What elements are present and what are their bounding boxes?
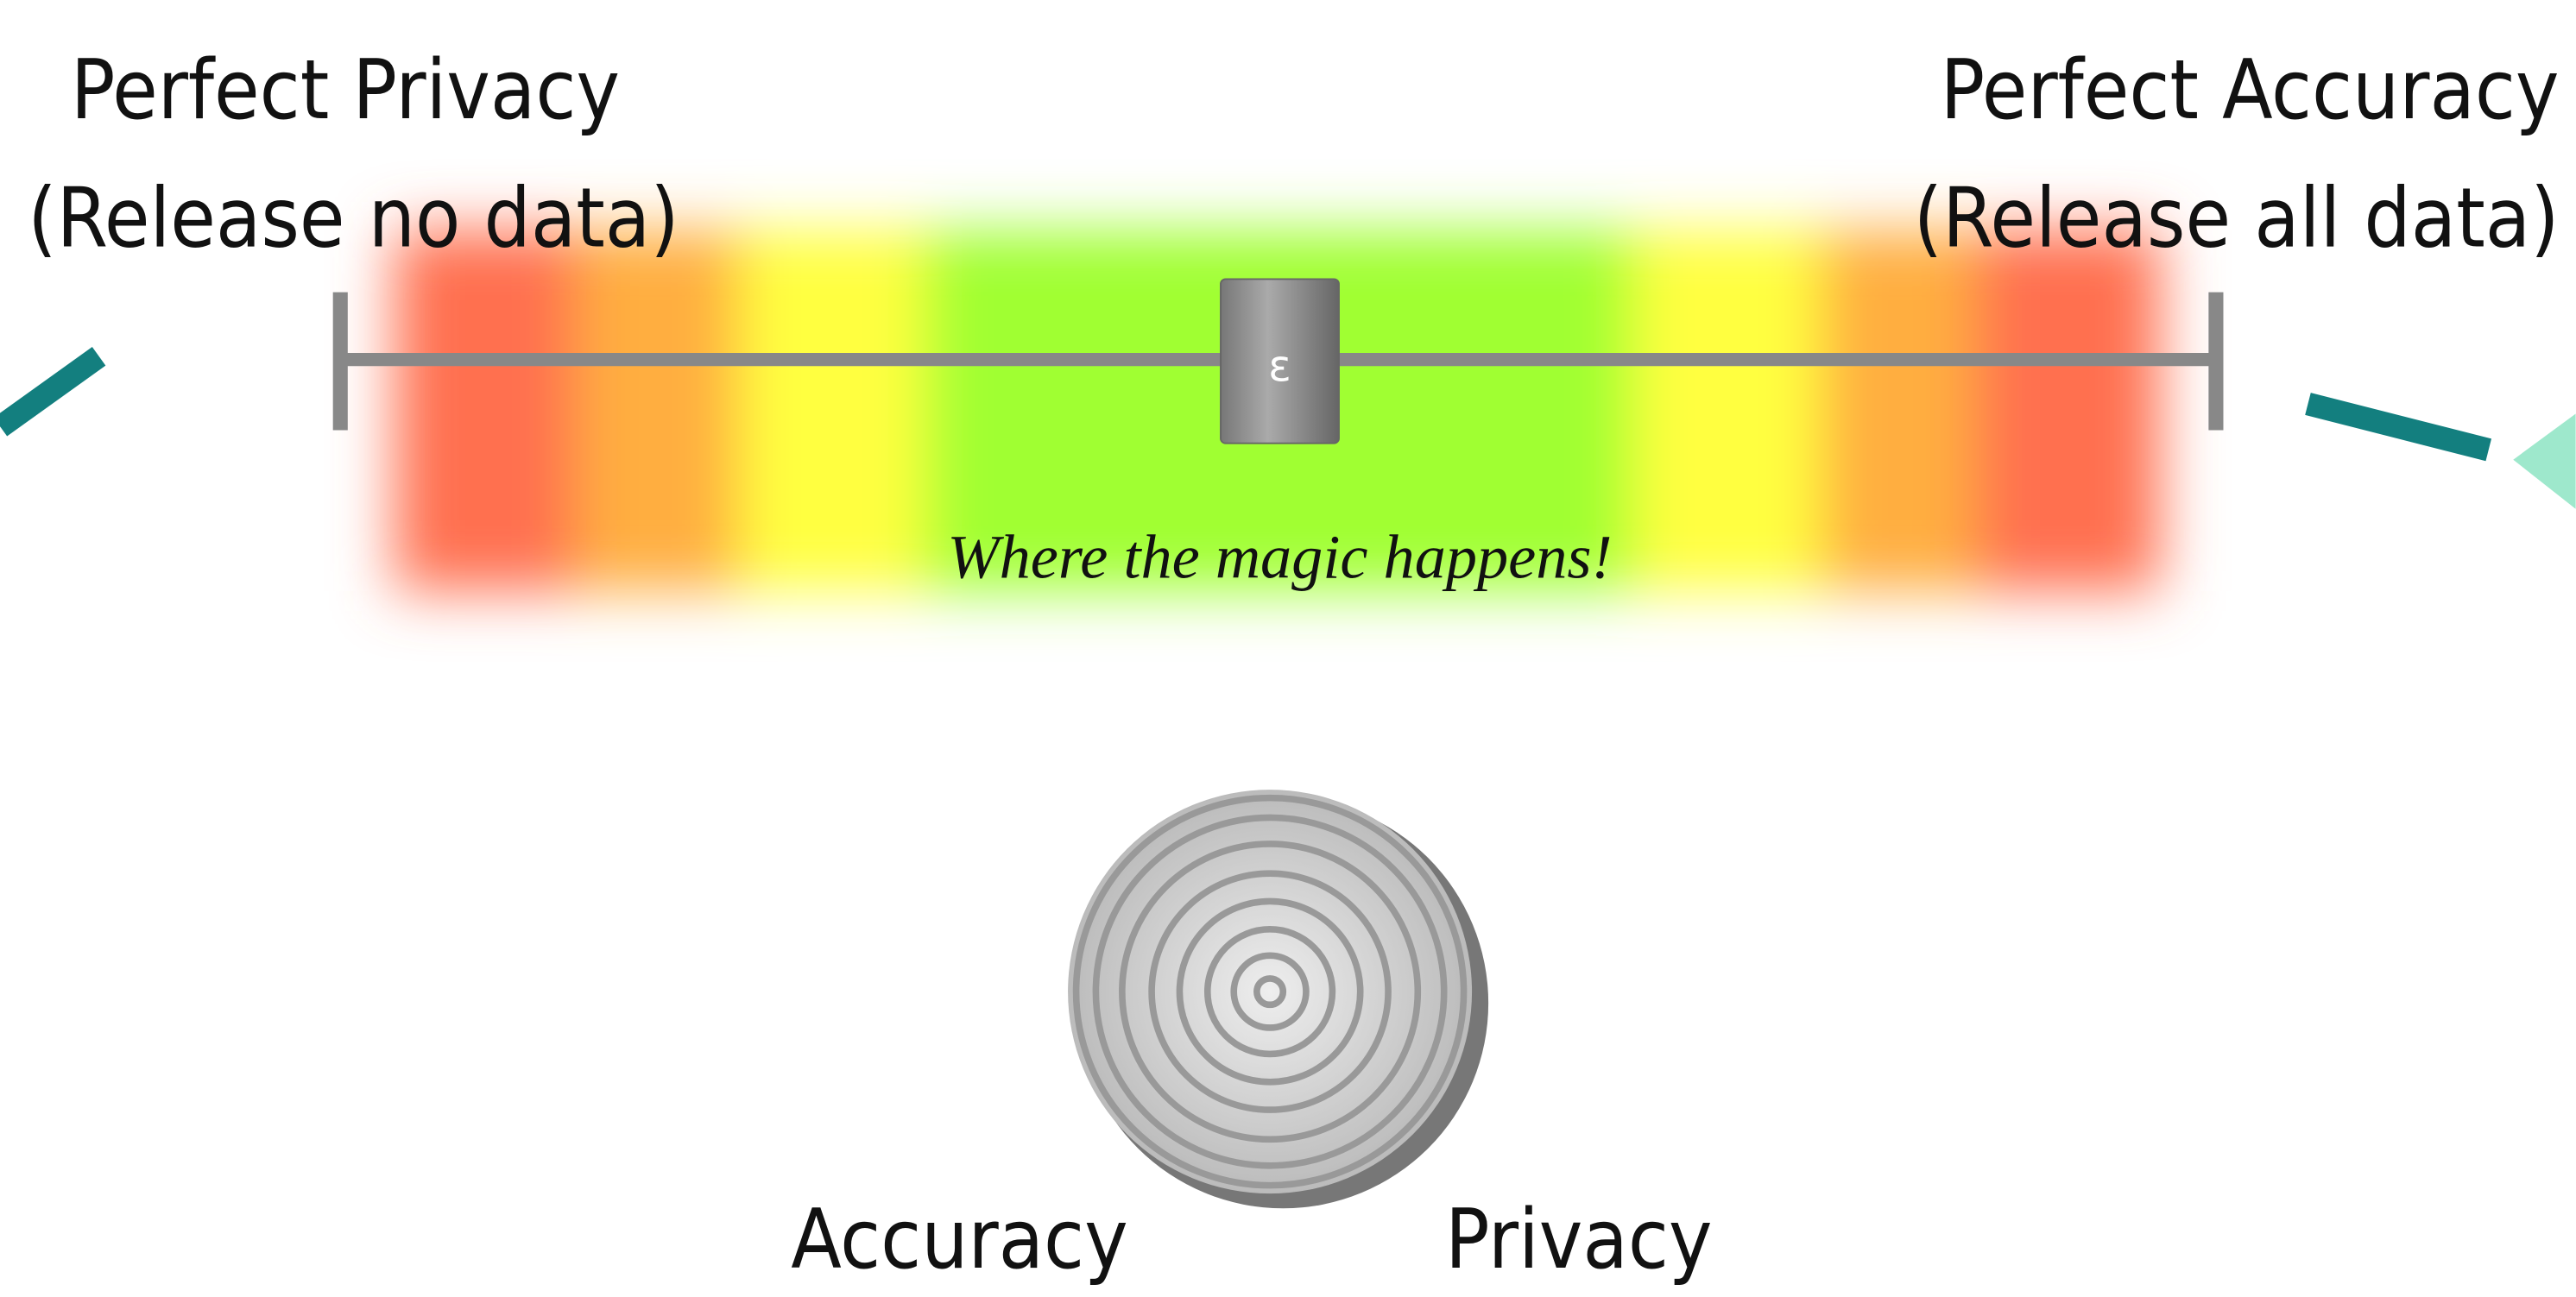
dial-right-label: Privacy [1445,1193,1713,1288]
teal-arrow-right [2308,404,2488,450]
left-label-line: (Release no data) [28,171,679,266]
left-label-line: Perfect Privacy [71,43,620,138]
dial-face [1068,790,1472,1193]
dial-left-label: Accuracy [791,1193,1127,1288]
mint-arrowhead [2513,413,2575,508]
right-label-line: Perfect Accuracy [1941,43,2560,138]
teal-arrow-left [0,356,98,427]
caption: Where the magic happens! [947,523,1612,592]
slide: ε Perfect Privacy (Release no data) Perf… [0,0,2576,1297]
knob-label: ε [1268,341,1291,391]
right-label-line: (Release all data) [1914,171,2560,266]
dial[interactable] [1068,790,1488,1208]
